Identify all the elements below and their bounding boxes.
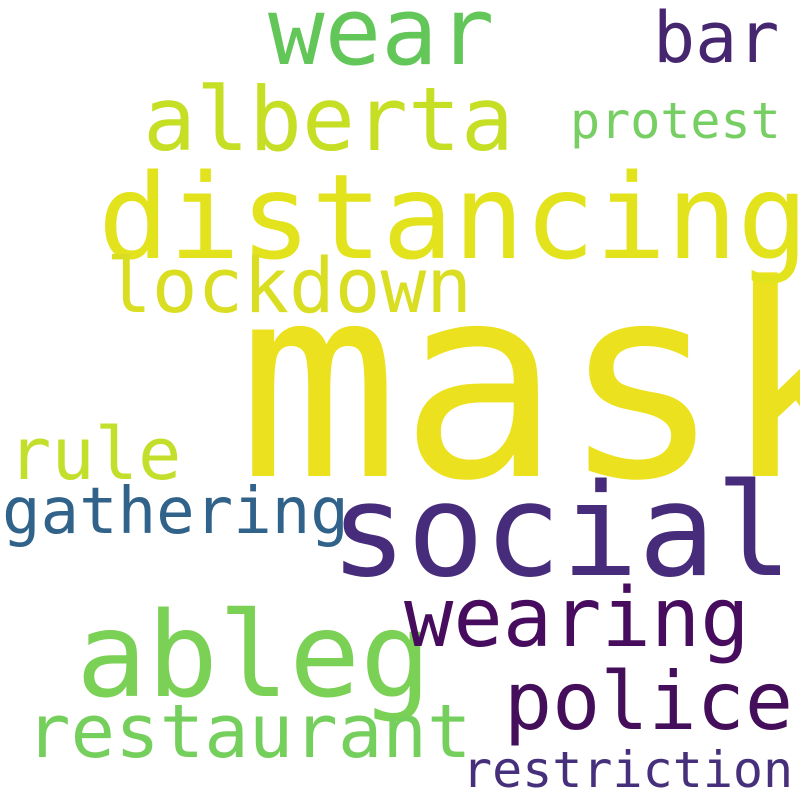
word-police: police: [504, 655, 793, 748]
word-alberta: alberta: [143, 68, 514, 171]
word-rule: rule: [8, 412, 182, 496]
word-wear: wear: [268, 0, 495, 87]
word-mask: mask: [238, 228, 800, 540]
word-restaurant: restaurant: [26, 689, 472, 775]
word-restriction: restriction: [462, 741, 794, 799]
word-bar: bar: [653, 0, 780, 79]
word-protest: protest: [570, 92, 781, 150]
word-gathering: gathering: [2, 475, 349, 549]
word-distancing: distancing: [98, 148, 800, 286]
word-ableg: ableg: [76, 586, 432, 724]
word-social: social: [330, 457, 793, 606]
word-wearing: wearing: [404, 571, 750, 666]
word-lockdown: lockdown: [106, 241, 473, 330]
